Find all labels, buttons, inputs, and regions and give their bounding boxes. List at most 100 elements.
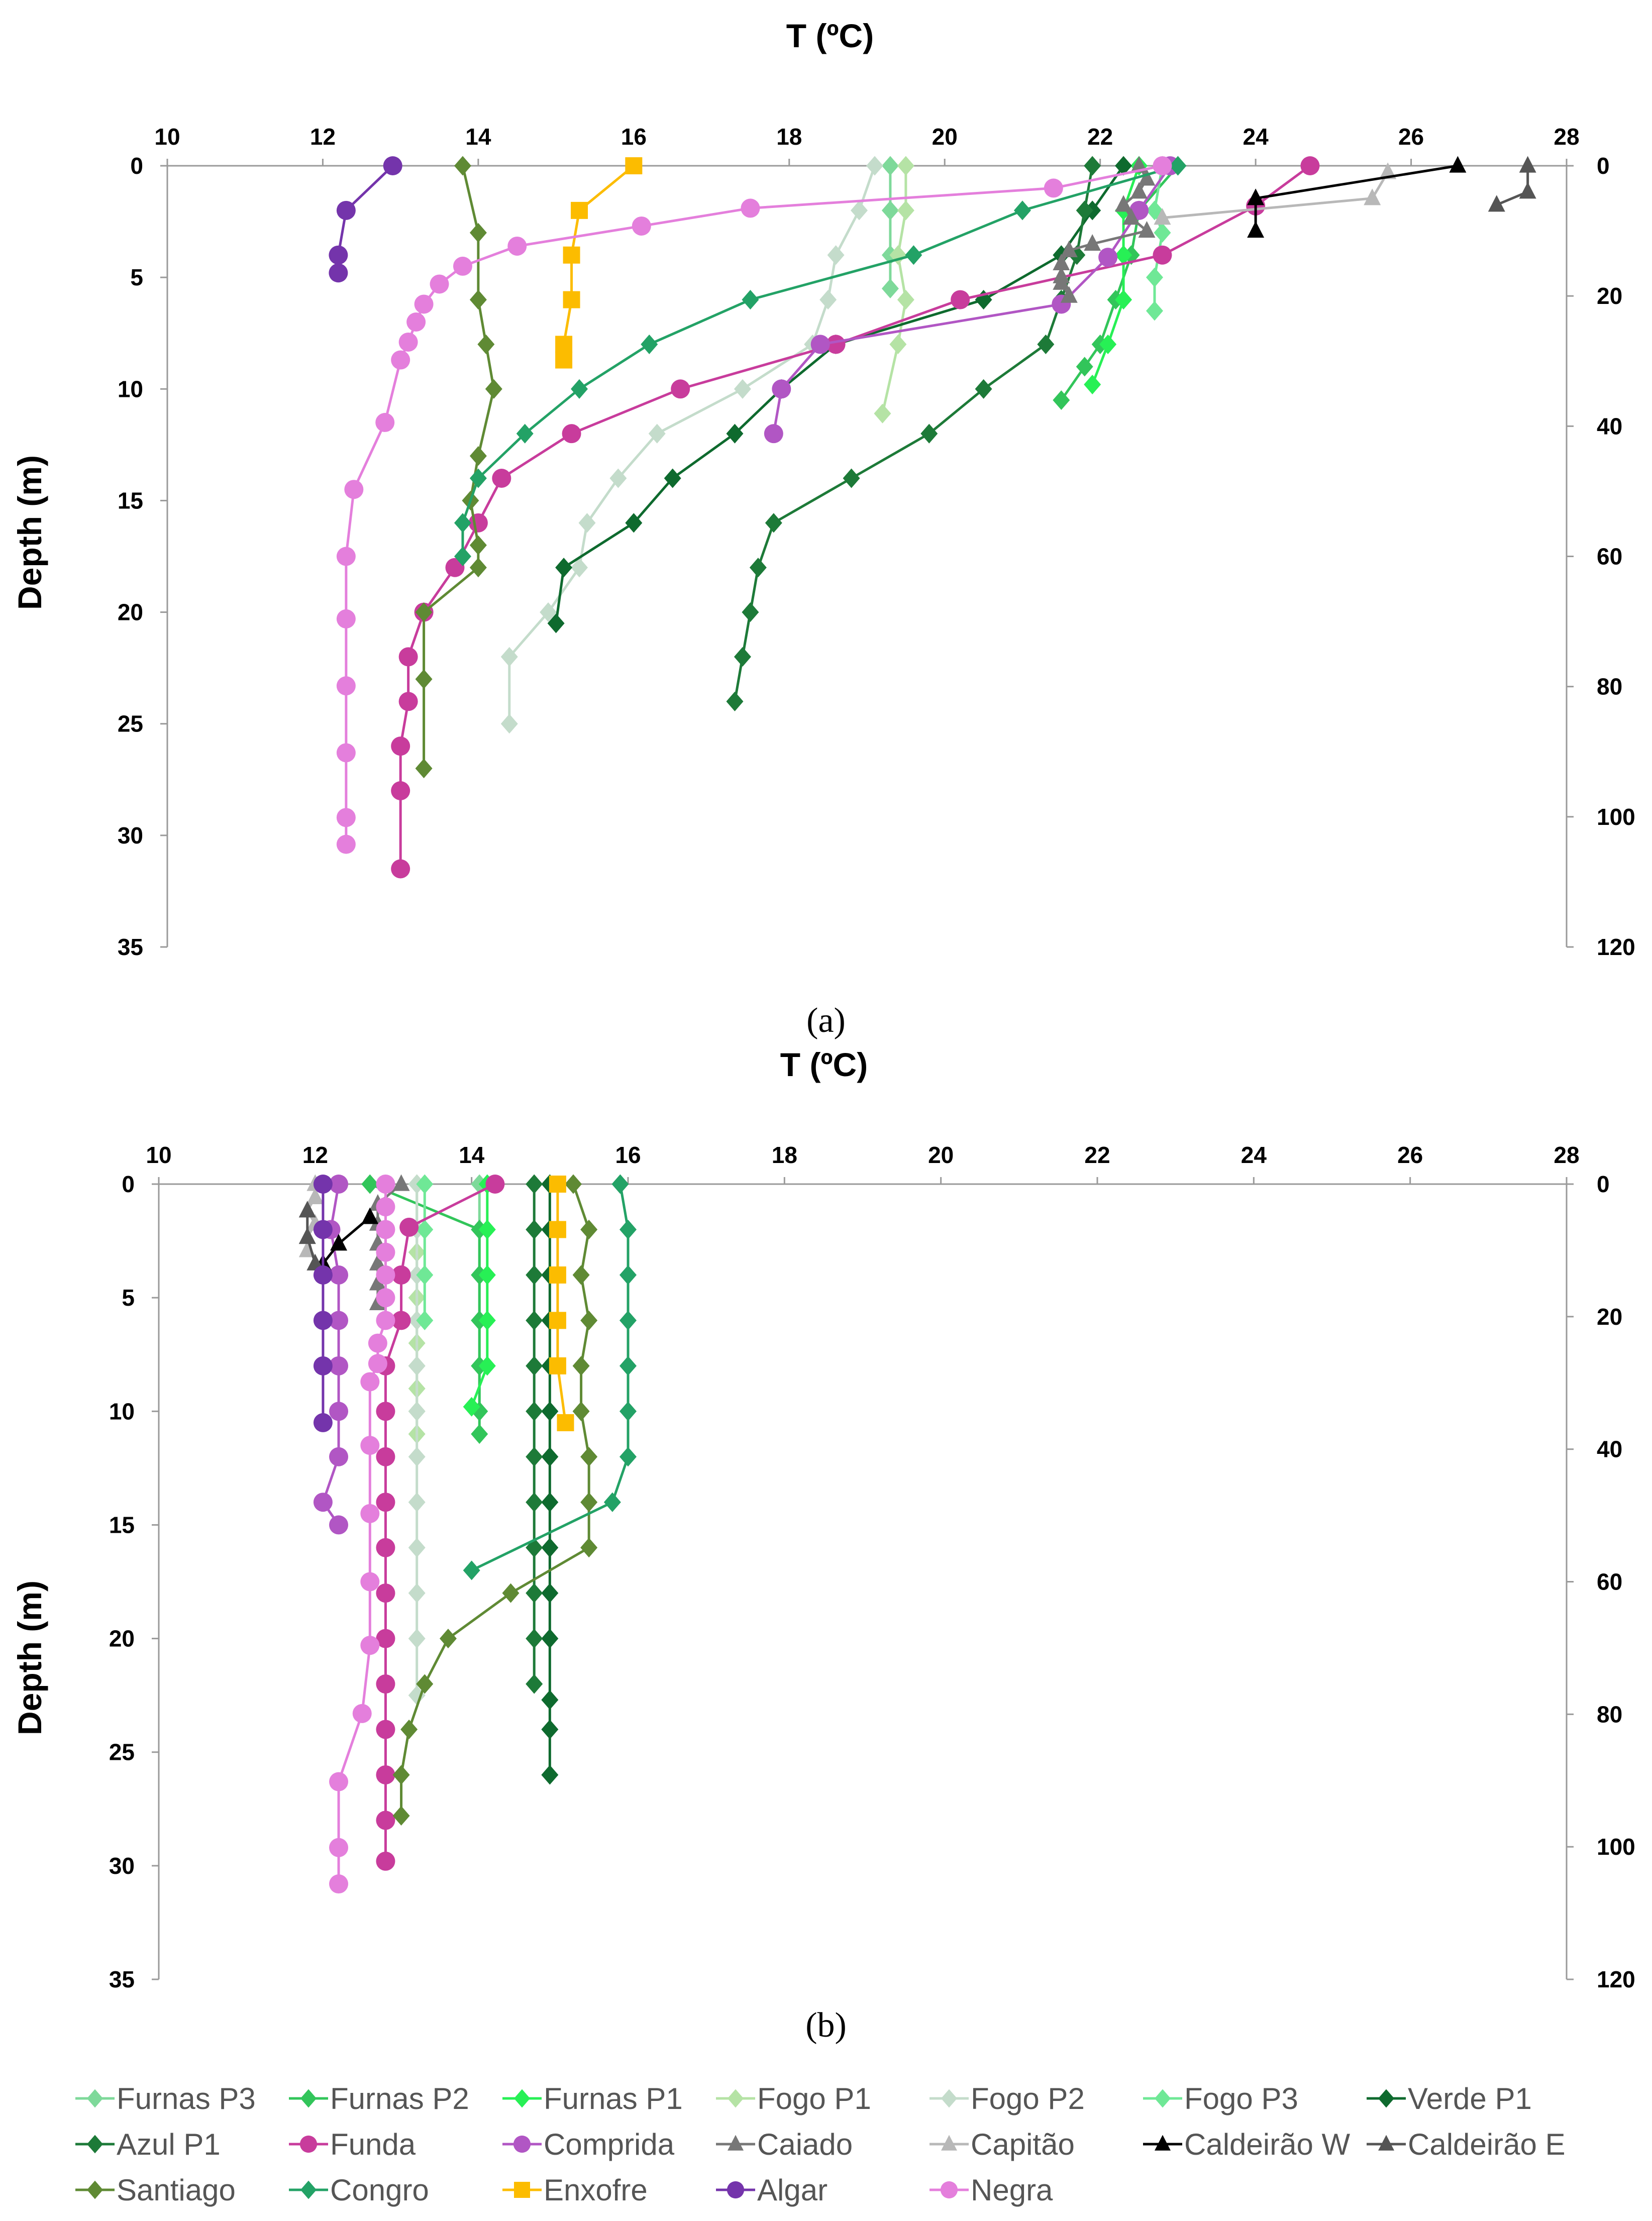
data-point (430, 274, 449, 294)
data-point (471, 1424, 488, 1444)
x-tick-label: 26 (1398, 124, 1424, 150)
data-point (975, 290, 992, 310)
data-point (889, 334, 907, 354)
data-point (478, 1310, 496, 1330)
data-point (1364, 188, 1381, 205)
series-enxofre (549, 1176, 574, 1431)
data-point (336, 743, 356, 763)
data-point (1076, 200, 1093, 221)
legend-marker (514, 2089, 530, 2108)
x-tick-label: 20 (928, 1142, 954, 1168)
data-point (416, 1219, 434, 1240)
legend-item-verde-p1: Verde P1 (1367, 2082, 1532, 2116)
series-fogo-p2 (500, 156, 883, 734)
data-point (408, 1492, 426, 1512)
x-tick-label: 14 (459, 1142, 485, 1168)
data-point (571, 201, 588, 219)
y-tick-label: 25 (118, 711, 143, 737)
data-point (580, 1538, 598, 1558)
data-point (572, 1401, 590, 1421)
data-point (336, 200, 356, 220)
legend-marker (1155, 2089, 1171, 2108)
legend-item-algar: Algar (716, 2173, 828, 2207)
data-point (632, 216, 651, 236)
data-point (463, 1560, 480, 1580)
legend-label: Santiago (117, 2173, 236, 2207)
y2-tick-label: 60 (1597, 1569, 1622, 1595)
data-point (469, 558, 487, 578)
data-point (620, 1447, 637, 1467)
data-point (905, 245, 922, 265)
data-point (1098, 248, 1118, 267)
data-point (415, 669, 433, 689)
data-point (477, 334, 495, 354)
data-point (398, 692, 418, 711)
data-point (1084, 374, 1101, 394)
data-point (468, 513, 488, 533)
data-point (392, 1174, 410, 1191)
data-point (376, 1265, 395, 1285)
data-point (843, 468, 860, 488)
data-point (406, 312, 426, 332)
data-point (641, 334, 658, 354)
data-point (376, 1674, 395, 1694)
data-point (749, 558, 767, 578)
y-tick-label: 35 (109, 1966, 135, 1992)
legend-label: Caldeirão E (1408, 2128, 1566, 2161)
data-point (376, 1720, 395, 1739)
data-point (329, 263, 348, 283)
data-point (620, 1219, 637, 1240)
data-point (368, 1354, 387, 1373)
y-tick-label: 20 (118, 599, 143, 625)
y-tick-label: 10 (109, 1398, 135, 1424)
y-tick-label: 0 (122, 1171, 135, 1197)
data-point (734, 379, 751, 399)
legend-label: Enxofre (544, 2173, 648, 2207)
y-tick-label: 0 (130, 153, 143, 179)
data-point (549, 1176, 566, 1193)
legend-marker (300, 2180, 317, 2199)
data-point (414, 294, 434, 314)
data-point (1013, 200, 1031, 221)
data-point (541, 1765, 559, 1785)
data-point (541, 1538, 559, 1558)
legend-item-furnas-p2: Furnas P2 (289, 2082, 469, 2116)
legend-item-azul-p1: Azul P1 (75, 2128, 221, 2161)
data-point (400, 1719, 418, 1740)
y2-tick-label: 80 (1597, 1701, 1622, 1727)
legend-label: Algar (757, 2173, 828, 2207)
data-point (547, 613, 565, 633)
series-fogo-p3 (416, 1174, 434, 1330)
data-point (897, 156, 914, 176)
data-point (1138, 221, 1156, 238)
data-point (329, 1175, 349, 1194)
data-point (571, 558, 588, 578)
series-furnas-p1 (463, 1174, 496, 1417)
data-point (1053, 390, 1070, 410)
data-point (454, 546, 471, 567)
data-point (1115, 290, 1132, 310)
data-point (1247, 188, 1265, 205)
panel-a-series (329, 156, 1536, 879)
data-point (549, 1266, 566, 1284)
data-point (526, 1310, 543, 1330)
data-point (1068, 245, 1086, 265)
y2-tick-label: 60 (1597, 544, 1622, 570)
data-point (578, 513, 596, 533)
data-point (376, 1220, 395, 1239)
data-point (463, 1397, 480, 1417)
data-point (563, 291, 580, 308)
data-point (408, 1538, 426, 1558)
data-point (352, 1704, 372, 1723)
legend-marker (728, 2135, 744, 2151)
x-tick-label: 12 (310, 124, 336, 150)
y2-tick-label: 0 (1597, 1171, 1610, 1197)
data-point (881, 200, 899, 221)
series-caldeir-o-e (298, 1201, 324, 1271)
legend-label: Fogo P2 (971, 2082, 1085, 2116)
data-point (1154, 223, 1171, 243)
data-point (1153, 156, 1172, 175)
data-point (492, 469, 511, 488)
data-point (951, 290, 970, 309)
data-point (361, 1207, 379, 1224)
